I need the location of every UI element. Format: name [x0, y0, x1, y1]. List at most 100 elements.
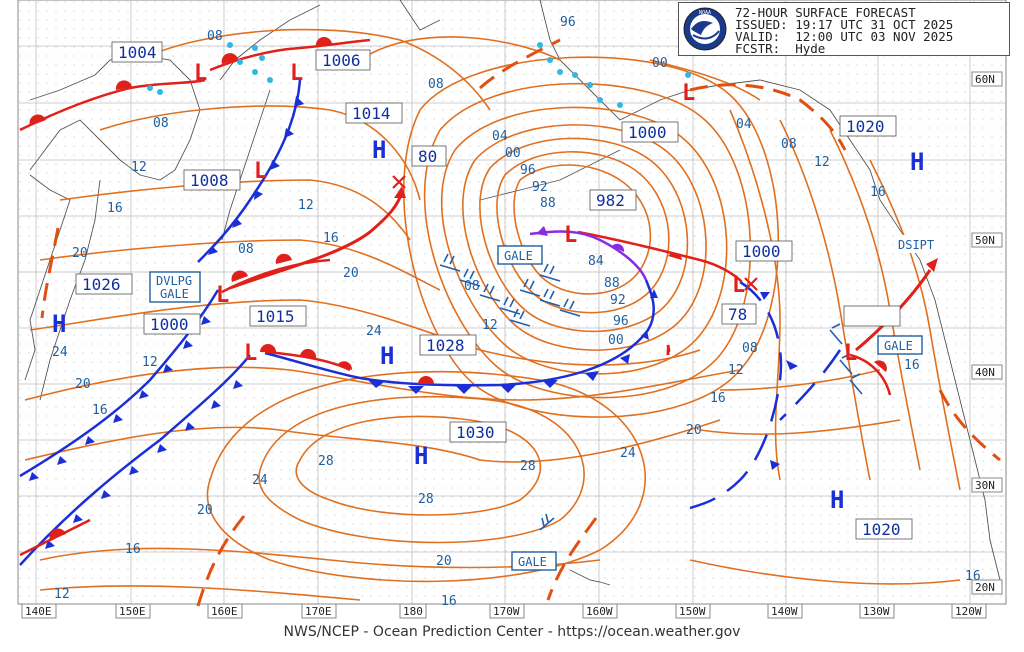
- warning-dvlpg-gale: GALE: [160, 287, 189, 301]
- isobar-label: 08: [428, 77, 444, 92]
- pressure-value: 1000: [742, 242, 781, 261]
- lon-label: 120W: [955, 605, 982, 618]
- high-center: H: [830, 486, 844, 514]
- pressure-value: 1030: [456, 423, 495, 442]
- lon-label: 170E: [305, 605, 332, 618]
- pressure-value: 1004: [118, 43, 157, 62]
- pressure-value: 1006: [322, 51, 361, 70]
- warning-gale: GALE: [518, 555, 547, 569]
- pressure-value: 1026: [82, 275, 121, 294]
- track-arrowheads: [394, 186, 938, 272]
- low-center: L: [194, 61, 207, 86]
- isobar-label: 12: [482, 318, 498, 333]
- high-center: H: [52, 310, 66, 338]
- isobar-label: 00: [505, 146, 521, 161]
- pressure-value: 982: [596, 191, 625, 210]
- annotation-dsipt: DSIPT: [898, 238, 934, 252]
- lon-label: 150E: [119, 605, 146, 618]
- isobar-label: 24: [620, 446, 636, 461]
- isobar-label: 88: [604, 276, 620, 291]
- isobar-label: 16: [125, 542, 141, 557]
- isobar-label: 08: [238, 242, 254, 257]
- isobar-label: 16: [323, 231, 339, 246]
- lat-label: 40N: [975, 366, 995, 379]
- lon-label: 130W: [863, 605, 890, 618]
- lon-label: 140E: [25, 605, 52, 618]
- isobar-label: 08: [153, 116, 169, 131]
- pressure-value: 1020: [846, 117, 885, 136]
- pressure-value: 78: [728, 305, 747, 324]
- isobar-label: 16: [107, 201, 123, 216]
- isobar-label: 96: [613, 314, 629, 329]
- forecast-positions: [392, 175, 758, 291]
- lon-label: 180: [403, 605, 423, 618]
- lon-label: 140W: [771, 605, 798, 618]
- low-center: L: [682, 81, 695, 106]
- warning-gale: GALE: [504, 249, 533, 263]
- lon-label: 160W: [586, 605, 613, 618]
- isobar-label: 28: [418, 492, 434, 507]
- cold-front: [264, 279, 655, 387]
- pressure-value: 1008: [190, 171, 229, 190]
- high-center: H: [910, 148, 924, 176]
- isobar-label: 08: [742, 341, 758, 356]
- isobar-label: 16: [870, 185, 886, 200]
- pressure-symbols: L L L L L L L L L H H H H H H: [52, 61, 924, 514]
- pressure-value: 1000: [150, 315, 189, 334]
- isobar-label: 24: [252, 473, 268, 488]
- warm-front: [849, 353, 892, 396]
- isobar-label: 08: [781, 137, 797, 152]
- isobar-label: 20: [436, 554, 452, 569]
- warm-front: [209, 38, 371, 72]
- isobar-label: 16: [441, 594, 457, 609]
- cold-front: [19, 354, 251, 566]
- isobar-label: 24: [52, 345, 68, 360]
- isobar-label: 12: [814, 155, 830, 170]
- troughs: [40, 38, 1001, 607]
- isobar-label: 28: [318, 454, 334, 469]
- isobar-label: 16: [710, 391, 726, 406]
- pressure-value: 1014: [352, 104, 391, 123]
- isobar-label: 28: [520, 459, 536, 474]
- warm-front: [577, 230, 743, 283]
- warm-front: [19, 78, 206, 132]
- isobar-labels: 08 08 04 00 96 92 88 84 88 92 96 00 08 1…: [52, 15, 981, 609]
- freezing-spray: [147, 42, 691, 108]
- isobar-label: 16: [92, 403, 108, 418]
- low-center: L: [564, 223, 577, 248]
- pressure-value: 1028: [426, 336, 465, 355]
- cold-front: [689, 280, 783, 510]
- isobar-label: 12: [728, 363, 744, 378]
- pressure-value: 1015: [256, 307, 295, 326]
- forecast-header: NOAA 72-HOUR SURFACE FORECAST ISSUED: 19…: [678, 2, 1010, 56]
- cold-front-barbs: [29, 96, 798, 549]
- pressure-value: 80: [418, 147, 437, 166]
- isobar-label: 20: [343, 266, 359, 281]
- pressure-value: 1000: [628, 123, 667, 142]
- high-center: H: [372, 136, 386, 164]
- trough-line: [546, 517, 598, 601]
- isobar-label: 20: [72, 246, 88, 261]
- lat-label: 20N: [975, 581, 995, 594]
- isobar-label: 00: [608, 333, 624, 348]
- isobar-label: 12: [142, 355, 158, 370]
- isobar-label: 92: [610, 293, 626, 308]
- forecast-title: 72-HOUR SURFACE FORECAST: [735, 5, 916, 20]
- noaa-logo-icon: NOAA: [683, 7, 727, 51]
- lat-label: 60N: [975, 73, 995, 86]
- pressure-value: 1020: [862, 520, 901, 539]
- lon-label: 160E: [211, 605, 238, 618]
- isobar-label: 04: [736, 117, 752, 132]
- longitude-axis: 140E 150E 160E 170E 180 170W 160W 150W 1…: [21, 603, 987, 619]
- occluded-front: [529, 226, 648, 281]
- isobar-label: 08: [207, 29, 223, 44]
- isobar-label: 00: [652, 56, 668, 71]
- isobar-label: 04: [492, 129, 508, 144]
- isobar-label: 88: [540, 196, 556, 211]
- isobar-label: 96: [520, 163, 536, 178]
- isobar-label: 92: [532, 180, 548, 195]
- warm-front-barbs: [29, 36, 887, 540]
- high-center: H: [380, 342, 394, 370]
- isobar-label: 20: [686, 423, 702, 438]
